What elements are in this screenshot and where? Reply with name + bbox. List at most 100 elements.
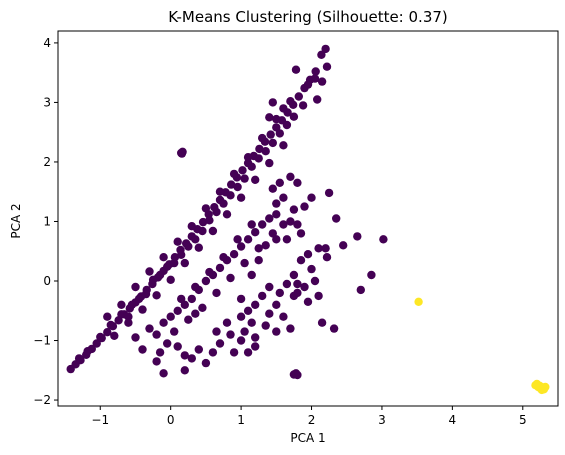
y-axis-label: PCA 2: [9, 203, 23, 238]
scatter-point: [106, 320, 116, 330]
scatter-point: [329, 324, 339, 333]
scatter-point: [127, 300, 137, 309]
scatter-point: [266, 130, 275, 139]
scatter-point: [251, 175, 260, 184]
scatter-point: [279, 141, 288, 150]
scatter-point: [265, 214, 274, 223]
y-tick-label: 1: [43, 214, 51, 228]
x-tick-label: −1: [91, 413, 109, 427]
scatter-point: [254, 244, 263, 253]
scatter-point: [251, 300, 260, 309]
scatter-point: [265, 282, 274, 292]
scatter-point: [124, 312, 133, 321]
scatter-point: [300, 282, 309, 292]
scatter-point: [222, 210, 232, 219]
scatter-point: [110, 331, 119, 340]
scatter-point: [92, 339, 101, 348]
scatter-point: [226, 191, 235, 200]
scatter-point: [317, 50, 326, 59]
scatter-point: [272, 327, 281, 336]
scatter-point: [177, 250, 186, 259]
scatter-point: [236, 242, 246, 251]
scatter-point: [247, 318, 256, 327]
scatter-point: [124, 318, 133, 327]
x-tick-label: 3: [378, 413, 386, 427]
y-axis-ticks: −2 −1 0 1 2 3 4: [33, 36, 58, 407]
scatter-point: [247, 270, 256, 280]
scatter-point: [198, 217, 208, 227]
scatter-point: [219, 253, 228, 262]
scatter-point: [261, 241, 270, 250]
scatter-point: [353, 232, 362, 241]
y-tick-label: 4: [43, 36, 51, 50]
scatter-point: [296, 229, 306, 238]
scatter-point: [212, 288, 221, 298]
scatter-point: [356, 285, 365, 295]
scatter-point: [96, 332, 105, 342]
scatter-point: [170, 327, 179, 336]
scatter-point: [339, 241, 348, 250]
points-layer: [66, 44, 550, 395]
scatter-point: [134, 294, 144, 304]
scatter-point: [145, 324, 154, 333]
scatter-point: [321, 244, 330, 253]
scatter-point: [272, 300, 281, 309]
scatter-point: [208, 226, 218, 236]
scatter-point: [251, 342, 260, 351]
y-tick-label: 0: [43, 274, 51, 288]
x-tick-label: 2: [308, 413, 316, 427]
scatter-point: [145, 267, 154, 276]
scatter-point: [215, 263, 225, 273]
scatter-point: [311, 67, 320, 76]
scatter-point: [272, 210, 281, 219]
scatter-point: [240, 174, 249, 183]
y-tick-label: 2: [43, 155, 51, 169]
scatter-point: [215, 187, 225, 196]
scatter-point: [300, 202, 309, 211]
scatter-point: [201, 204, 211, 213]
scatter-point: [180, 258, 189, 268]
scatter-point: [194, 345, 203, 354]
scatter-point: [289, 270, 299, 280]
scatter-point: [317, 77, 327, 86]
scatter-point: [289, 291, 299, 301]
scatter-point: [117, 300, 126, 309]
scatter-point: [170, 258, 179, 268]
scatter-point: [159, 369, 168, 378]
scatter-point: [268, 184, 277, 193]
scatter-point: [275, 178, 284, 187]
scatter-point: [191, 235, 200, 244]
scatter-point: [279, 312, 288, 321]
scatter-point: [180, 366, 189, 375]
scatter-point: [191, 309, 200, 318]
scatter-point: [194, 243, 203, 252]
scatter-point: [367, 270, 376, 280]
scatter-point: [229, 348, 239, 357]
scatter-point: [258, 133, 267, 143]
scatter-point: [291, 369, 301, 378]
x-tick-label: 0: [167, 413, 175, 427]
scatter-point: [294, 92, 303, 101]
y-tick-label: −1: [33, 334, 51, 348]
scatter-point: [240, 327, 249, 336]
scatter-point: [117, 310, 126, 319]
scatter-point: [152, 330, 161, 339]
scatter-point: [261, 321, 270, 330]
scatter-point: [279, 193, 288, 202]
scatter-point: [198, 303, 207, 312]
scatter-point: [103, 312, 112, 321]
scatter-point: [317, 318, 327, 327]
scatter-point: [247, 220, 256, 229]
scatter-point: [303, 250, 313, 259]
scatter-point: [152, 291, 161, 300]
scatter-point: [148, 275, 158, 284]
scatter-point: [303, 297, 313, 306]
scatter-point: [254, 256, 263, 265]
scatter-point: [268, 138, 277, 148]
x-tick-label: 4: [449, 413, 457, 427]
scatter-point: [222, 318, 232, 327]
scatter-point: [227, 180, 236, 189]
scatter-point: [272, 199, 281, 208]
scatter-point: [314, 291, 323, 301]
scatter-point: [265, 309, 274, 318]
